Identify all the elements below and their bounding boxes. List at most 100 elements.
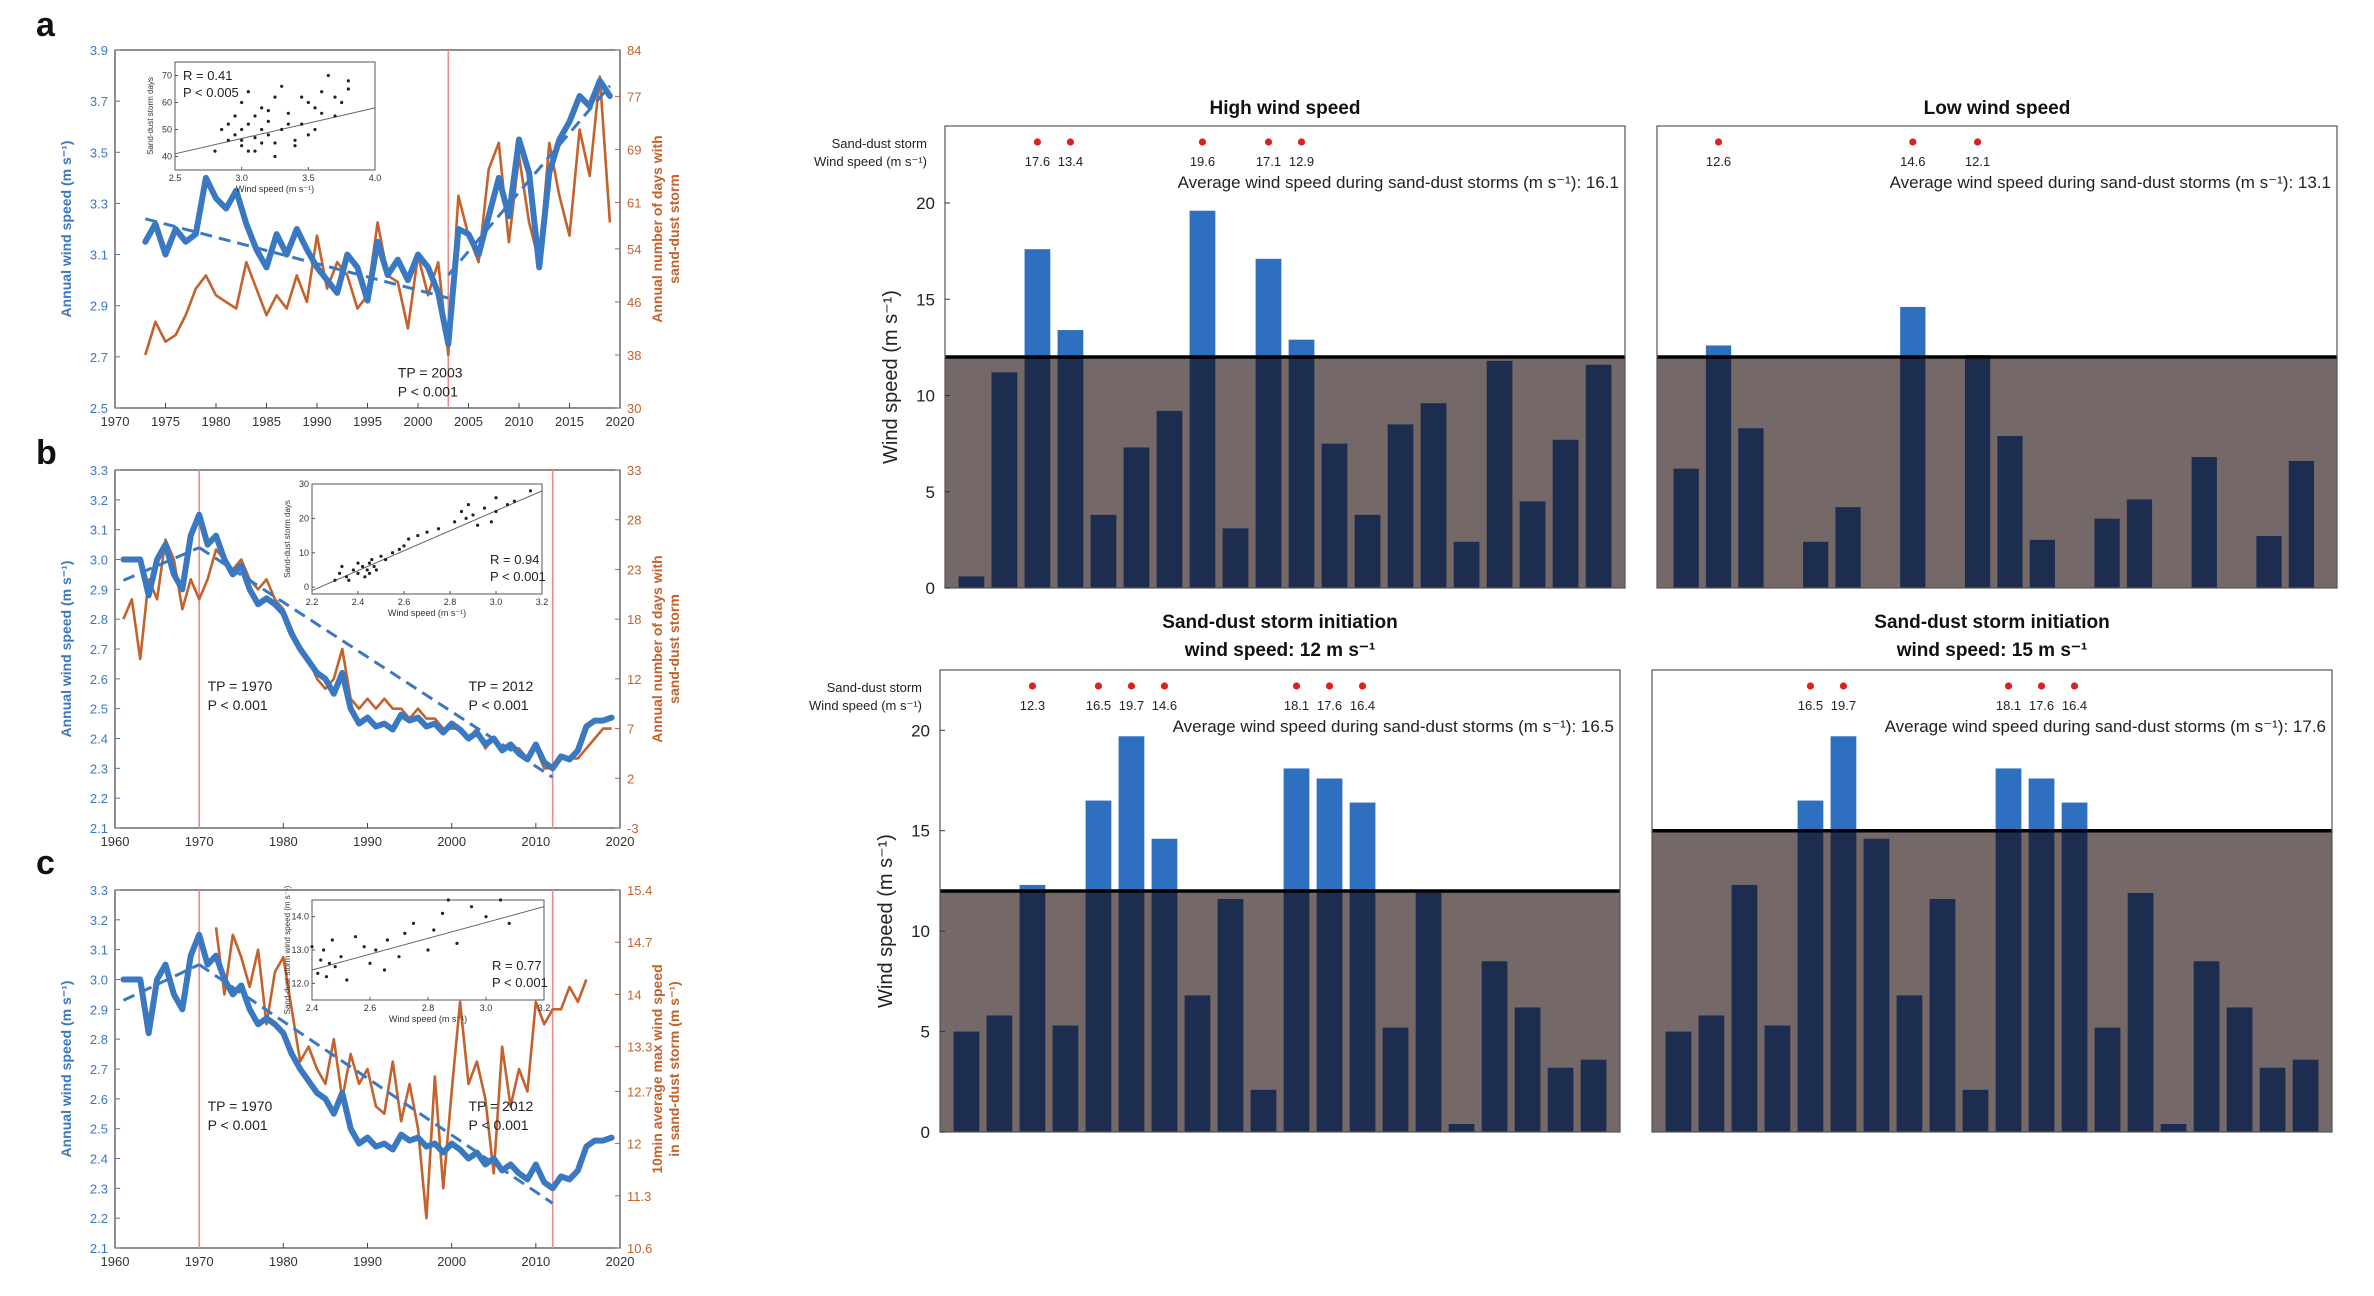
y-tick-label: 2.4	[90, 732, 108, 747]
bar	[1514, 1007, 1541, 1132]
bar	[953, 1031, 980, 1132]
storm-marker-dot	[1714, 138, 1723, 146]
y-tick-label: 2.7	[90, 642, 108, 657]
y-axis-label: Wind speed (m s⁻¹)	[875, 834, 897, 1008]
storm-marker-dot	[1839, 682, 1848, 690]
trend-line-wind	[198, 963, 554, 1205]
bar	[2193, 961, 2220, 1132]
inset-scatter-point	[426, 948, 430, 952]
bar-below-threshold	[1797, 830, 1824, 1132]
bar	[1486, 360, 1513, 588]
inset-y-tick-label: 50	[162, 125, 172, 135]
inset-scatter-point	[333, 95, 337, 99]
y-tick-label: 2.3	[90, 1181, 108, 1196]
bar	[1835, 507, 1861, 588]
y-tick-label: 5	[926, 483, 935, 502]
y2-tick-label: 13.3	[627, 1040, 652, 1055]
inset-scatter-point	[246, 122, 250, 126]
x-tick-label: 1970	[185, 834, 214, 849]
y-tick-label: 2.9	[90, 1002, 108, 1017]
inset-scatter-point	[356, 561, 360, 565]
inset-scatter-point	[333, 578, 337, 582]
storm-wind-value: 17.6	[2029, 698, 2054, 713]
x-tick-label: 1985	[252, 414, 281, 429]
inset-scatter-point	[316, 971, 320, 975]
inset-scatter-point	[385, 938, 389, 942]
inset-scatter-point	[363, 575, 367, 579]
storm-marker-dot	[2070, 682, 2079, 690]
inset-scatter-point	[240, 138, 244, 142]
y2-tick-label: -3	[627, 821, 639, 836]
y-tick-label: 10	[916, 387, 935, 406]
inset-scatter-point	[356, 571, 360, 575]
storm-marker-dot	[1198, 138, 1207, 146]
storm-wind-value: 12.3	[1020, 698, 1045, 713]
bar	[1387, 424, 1414, 588]
inset-scatter-point	[213, 149, 217, 153]
inset-scatter-point	[372, 564, 376, 569]
inset-x-tick-label: 3.0	[235, 173, 248, 183]
storm-label: Sand-dust storm	[827, 680, 922, 695]
bar	[1552, 439, 1579, 588]
bar	[2288, 460, 2315, 588]
bar	[1123, 447, 1150, 588]
bar	[1738, 428, 1764, 588]
below-threshold-region	[1657, 357, 2337, 588]
bar	[1803, 541, 1829, 588]
y2-tick-label: 14	[627, 987, 641, 1002]
inset-scatter-point	[327, 961, 331, 965]
y2-tick-label: 46	[627, 295, 641, 310]
inset-scatter-point	[476, 523, 480, 527]
bar	[1519, 501, 1546, 588]
x-tick-label: 1960	[101, 1254, 130, 1269]
panel-letter: a	[36, 6, 56, 44]
inset-scatter-point	[353, 935, 358, 939]
average-wind-text: Average wind speed during sand-dust stor…	[1173, 717, 1614, 736]
bar	[1052, 1025, 1079, 1132]
inset-x-tick-label: 4.0	[369, 173, 382, 183]
inset-scatter-point	[253, 136, 257, 140]
y-tick-label: 2.7	[90, 350, 108, 365]
bar-below-threshold	[2028, 830, 2055, 1132]
trend-line-wind	[122, 963, 200, 1002]
bar	[1156, 410, 1183, 588]
inset-frame	[311, 483, 543, 595]
inset-x-tick-label: 2.5	[169, 173, 182, 183]
bar	[1764, 1025, 1791, 1132]
bar-below-threshold	[2061, 830, 2088, 1132]
x-tick-label: 2020	[606, 414, 635, 429]
inset-scatter-point	[306, 100, 310, 105]
inset-scatter-point	[246, 149, 250, 153]
inset-scatter-point	[266, 119, 270, 123]
storm-marker-dot	[1127, 682, 1136, 690]
inset-scatter-point	[489, 520, 493, 524]
bar	[986, 1015, 1013, 1132]
y-tick-label: 3.0	[90, 553, 108, 568]
inset-scatter-point	[280, 84, 284, 88]
bar-below-threshold	[1255, 357, 1282, 588]
y-tick-label: 2.5	[90, 1122, 108, 1137]
inset-scatter-point	[313, 106, 317, 110]
y-tick-label: 2.6	[90, 672, 108, 687]
inset-scatter-point	[319, 958, 323, 962]
inset-scatter-point	[416, 533, 420, 538]
bar	[2259, 1067, 2286, 1132]
inset-scatter-point	[507, 921, 511, 925]
inset-scatter-point	[253, 149, 257, 153]
y2-tick-label: 15.4	[627, 883, 652, 898]
x-tick-label: 1970	[185, 1254, 214, 1269]
inset-scatter-point	[340, 100, 344, 105]
y-tick-label: 2.1	[90, 821, 108, 836]
bar	[958, 576, 985, 588]
x-tick-label: 1980	[202, 414, 231, 429]
bar	[991, 372, 1018, 588]
inset-x-tick-label: 3.2	[538, 1003, 551, 1013]
y-tick-label: 3.2	[90, 913, 108, 928]
inset-scatter-c: 2.4 2.6 2.8 3.0 3.2 12.0 13.0 14.0 Wind speed (m…	[283, 885, 550, 1024]
inset-scatter-point	[397, 547, 401, 551]
panel-title: wind speed: 15 m s⁻¹	[1896, 640, 2088, 661]
bar-above-threshold	[1705, 345, 1732, 357]
inset-scatter-point	[260, 106, 264, 110]
y-tick-label: 3.5	[90, 145, 108, 160]
